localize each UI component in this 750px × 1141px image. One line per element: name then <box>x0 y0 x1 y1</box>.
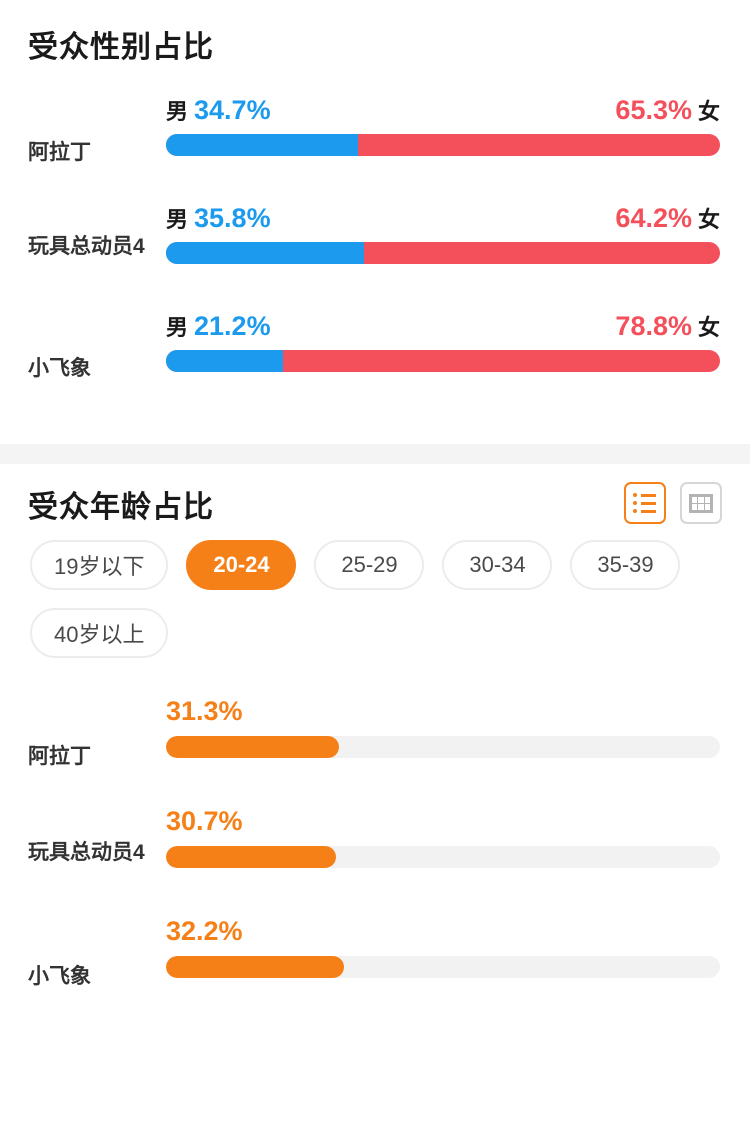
age-bar-fill <box>166 956 345 978</box>
age-row-label: 阿拉丁 <box>28 745 91 768</box>
gender-bar-area: 男 35.8% 64.2% 女 <box>166 200 720 264</box>
table-row: 阿拉丁 男 34.7% 65.3% 女 <box>0 92 750 200</box>
age-section-title: 受众年龄占比 <box>28 491 214 524</box>
age-percent: 31.3% <box>166 696 243 726</box>
male-label: 男 <box>166 99 189 124</box>
table-row: 小飞象 男 21.2% 78.8% 女 <box>0 308 750 416</box>
list-view-icon-button[interactable] <box>624 482 666 524</box>
gender-stacked-bar <box>166 242 720 264</box>
age-chip-30-34[interactable]: 30-34 <box>442 540 553 590</box>
gender-section-title: 受众性别占比 <box>28 31 214 64</box>
gender-male-value-group: 男 35.8% <box>166 202 271 234</box>
gender-row-label: 阿拉丁 <box>28 141 91 164</box>
gender-row-label: 玩具总动员4 <box>28 235 145 258</box>
grid-view-icon <box>689 493 713 513</box>
age-bar-track <box>166 846 720 868</box>
age-chip-25-29[interactable]: 25-29 <box>314 540 425 590</box>
female-percent: 65.3% <box>615 94 692 125</box>
gender-row-label: 小飞象 <box>28 357 91 380</box>
age-chip-20-24[interactable]: 20-24 <box>186 540 297 590</box>
gender-bar-male-segment <box>166 350 284 372</box>
age-percent: 30.7% <box>166 806 243 836</box>
age-chip-under-19[interactable]: 19岁以下 <box>30 540 169 590</box>
table-row: 阿拉丁 31.3% <box>0 694 750 804</box>
gender-bar-male-segment <box>166 134 359 156</box>
gender-male-value-group: 男 34.7% <box>166 94 271 126</box>
gender-stacked-bar <box>166 134 720 156</box>
female-label: 女 <box>697 207 720 232</box>
female-percent: 78.8% <box>615 310 692 341</box>
female-percent: 64.2% <box>615 202 692 233</box>
gender-female-value-group: 65.3% 女 <box>615 94 720 126</box>
age-row-label: 玩具总动员4 <box>28 841 145 864</box>
gender-bar-area: 男 21.2% 78.8% 女 <box>166 308 720 372</box>
male-label: 男 <box>166 315 189 340</box>
age-bar-track <box>166 736 720 758</box>
age-percent: 32.2% <box>166 916 243 946</box>
male-percent: 35.8% <box>194 202 271 233</box>
gender-female-value-group: 64.2% 女 <box>615 202 720 234</box>
gender-rows: 阿拉丁 男 34.7% 65.3% 女 玩具总动员4 <box>0 66 750 416</box>
table-row: 玩具总动员4 30.7% <box>0 804 750 914</box>
age-row-label: 小飞象 <box>28 965 91 988</box>
age-chip-35-39[interactable]: 35-39 <box>570 540 681 590</box>
gender-value-line: 男 34.7% 65.3% 女 <box>166 92 720 134</box>
gender-value-line: 男 35.8% 64.2% 女 <box>166 200 720 242</box>
female-label: 女 <box>697 315 720 340</box>
gender-bar-area: 男 34.7% 65.3% 女 <box>166 92 720 156</box>
gender-value-line: 男 21.2% 78.8% 女 <box>166 308 720 350</box>
age-section-header: 受众年龄占比 <box>0 464 750 524</box>
age-bar-area: 32.2% <box>166 914 720 978</box>
gender-male-value-group: 男 21.2% <box>166 310 271 342</box>
age-bar-fill <box>166 846 337 868</box>
age-bar-area: 30.7% <box>166 804 720 868</box>
age-section: 受众年龄占比 19岁以下 20-24 25-29 30-34 35-39 40岁… <box>0 464 750 1034</box>
female-label: 女 <box>697 99 720 124</box>
age-rows: 阿拉丁 31.3% 玩具总动员4 30.7% 小飞象 32.2% <box>0 658 750 1024</box>
age-bar-fill <box>166 736 340 758</box>
male-percent: 21.2% <box>194 310 271 341</box>
age-bar-track <box>166 956 720 978</box>
age-bar-area: 31.3% <box>166 694 720 758</box>
section-divider <box>0 444 750 464</box>
list-view-icon <box>633 493 657 513</box>
gender-section: 受众性别占比 阿拉丁 男 34.7% 65.3% 女 玩具总动员4 <box>0 0 750 444</box>
gender-stacked-bar <box>166 350 720 372</box>
table-row: 玩具总动员4 男 35.8% 64.2% 女 <box>0 200 750 308</box>
male-percent: 34.7% <box>194 94 271 125</box>
table-row: 小飞象 32.2% <box>0 914 750 1024</box>
age-chip-over-40[interactable]: 40岁以上 <box>30 608 169 658</box>
grid-view-icon-button[interactable] <box>680 482 722 524</box>
view-toggle-group <box>624 482 722 524</box>
male-label: 男 <box>166 207 189 232</box>
gender-female-value-group: 78.8% 女 <box>615 310 720 342</box>
gender-bar-male-segment <box>166 242 365 264</box>
age-bucket-filter: 19岁以下 20-24 25-29 30-34 35-39 40岁以上 <box>0 524 730 658</box>
